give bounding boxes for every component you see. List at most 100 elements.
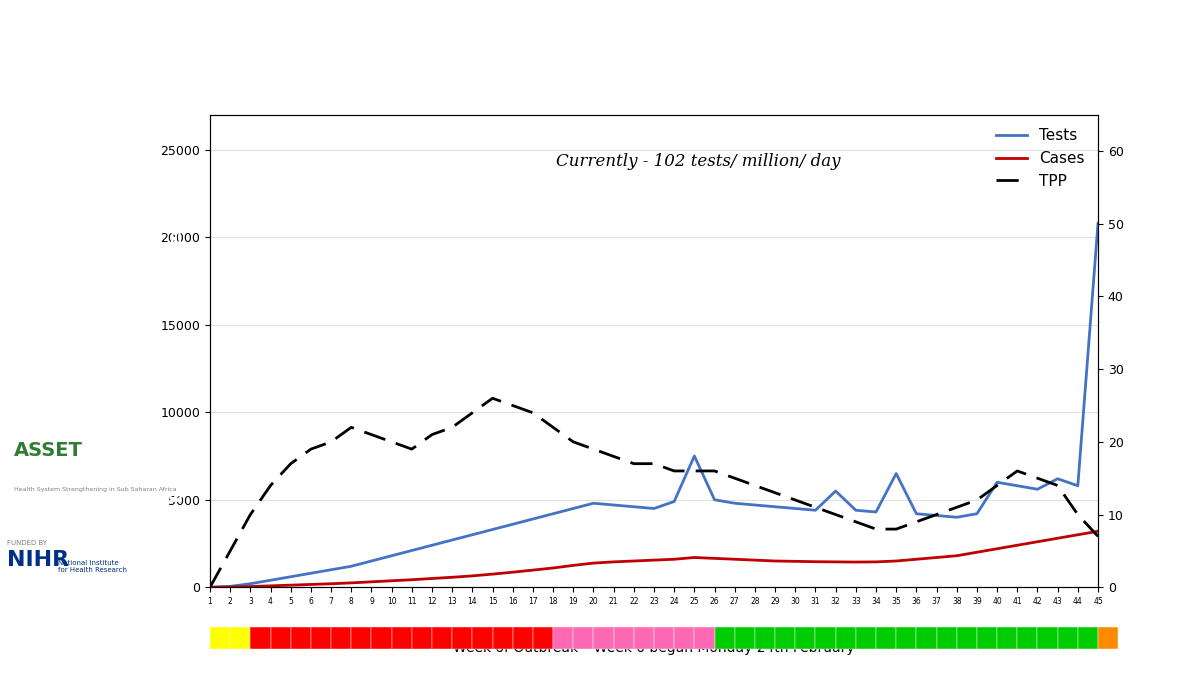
- FancyBboxPatch shape: [473, 628, 492, 649]
- FancyBboxPatch shape: [876, 628, 896, 649]
- FancyBboxPatch shape: [1098, 628, 1118, 649]
- Line: Cases: Cases: [210, 531, 1098, 587]
- FancyBboxPatch shape: [594, 628, 613, 649]
- Cases: [404, 576, 419, 584]
- TPP: [566, 438, 581, 446]
- Cases: [1050, 534, 1064, 542]
- Tests: [848, 506, 863, 514]
- Tests: [445, 536, 460, 544]
- Cases: [1031, 538, 1045, 546]
- Cases: [505, 568, 520, 576]
- Tests: [768, 503, 782, 511]
- TPP: [587, 445, 601, 453]
- Cases: [828, 558, 842, 566]
- TPP: [324, 438, 338, 446]
- Cases: [485, 570, 499, 578]
- Tests: [788, 504, 803, 512]
- TPP: [647, 460, 661, 468]
- Tests: [223, 583, 238, 591]
- TPP: [223, 547, 238, 555]
- TPP: [727, 474, 742, 482]
- Cases: [910, 556, 924, 564]
- FancyBboxPatch shape: [835, 628, 856, 649]
- Cases: [283, 581, 298, 589]
- TPP: [748, 481, 762, 489]
- Tests: [1031, 485, 1045, 493]
- FancyBboxPatch shape: [452, 628, 473, 649]
- TPP: [949, 504, 964, 512]
- Cases: [929, 554, 943, 562]
- Cases: [466, 572, 480, 580]
- TPP: [1031, 474, 1045, 482]
- Tests: [667, 497, 682, 506]
- Cases: [768, 557, 782, 565]
- Cases: [384, 576, 398, 585]
- Cases: [869, 558, 883, 566]
- TPP: [970, 496, 984, 504]
- Tests: [1070, 482, 1085, 490]
- Tests: [466, 531, 480, 539]
- TPP: [203, 583, 217, 591]
- FancyBboxPatch shape: [432, 628, 452, 649]
- TPP: [869, 525, 883, 533]
- FancyBboxPatch shape: [956, 628, 977, 649]
- TPP: [1050, 481, 1064, 489]
- FancyBboxPatch shape: [714, 628, 734, 649]
- Tests: [1050, 475, 1064, 483]
- FancyBboxPatch shape: [674, 628, 695, 649]
- Cases: [244, 583, 258, 591]
- Tests: [889, 469, 904, 477]
- Tests: [425, 541, 439, 549]
- Cases: [365, 578, 379, 586]
- TPP: [526, 409, 540, 417]
- TPP: [283, 460, 298, 468]
- FancyBboxPatch shape: [533, 628, 553, 649]
- Tests: [626, 503, 641, 511]
- FancyBboxPatch shape: [977, 628, 997, 649]
- FancyBboxPatch shape: [796, 628, 816, 649]
- Tests: [949, 513, 964, 521]
- Cases: [425, 574, 439, 583]
- Cases: [667, 556, 682, 564]
- TPP: [1091, 533, 1105, 541]
- TPP: [404, 445, 419, 453]
- FancyBboxPatch shape: [734, 628, 755, 649]
- FancyBboxPatch shape: [755, 628, 775, 649]
- TPP: [889, 525, 904, 533]
- FancyBboxPatch shape: [896, 628, 917, 649]
- Cases: [688, 554, 702, 562]
- FancyBboxPatch shape: [251, 628, 270, 649]
- FancyBboxPatch shape: [695, 628, 714, 649]
- Cases: [546, 564, 560, 572]
- FancyBboxPatch shape: [634, 628, 654, 649]
- Tests: [324, 566, 338, 574]
- Tests: [344, 562, 359, 570]
- FancyBboxPatch shape: [352, 628, 372, 649]
- Cases: [324, 580, 338, 588]
- TPP: [688, 467, 702, 475]
- FancyBboxPatch shape: [311, 628, 331, 649]
- TPP: [505, 402, 520, 410]
- Text: National Institute
for Health Research: National Institute for Health Research: [58, 560, 127, 573]
- Cases: [970, 548, 984, 556]
- Text: King's Global
Health Institute: King's Global Health Institute: [19, 377, 125, 406]
- Cases: [587, 559, 601, 567]
- Text: FUNDED BY: FUNDED BY: [7, 540, 47, 545]
- FancyBboxPatch shape: [816, 628, 835, 649]
- TPP: [990, 481, 1004, 489]
- Tests: [203, 583, 217, 591]
- Tests: [244, 580, 258, 588]
- FancyBboxPatch shape: [290, 628, 311, 649]
- FancyBboxPatch shape: [210, 628, 230, 649]
- FancyBboxPatch shape: [917, 628, 936, 649]
- Tests: [990, 478, 1004, 486]
- Tests: [727, 500, 742, 508]
- TPP: [1070, 510, 1085, 518]
- X-axis label: Week of Outbreak – Week 0 began Monday 24th February: Week of Outbreak – Week 0 began Monday 2…: [454, 641, 854, 655]
- TPP: [263, 481, 277, 489]
- Tests: [566, 504, 581, 512]
- FancyBboxPatch shape: [512, 628, 533, 649]
- Cases: [1070, 531, 1085, 539]
- Cases: [203, 583, 217, 591]
- Cases: [889, 557, 904, 565]
